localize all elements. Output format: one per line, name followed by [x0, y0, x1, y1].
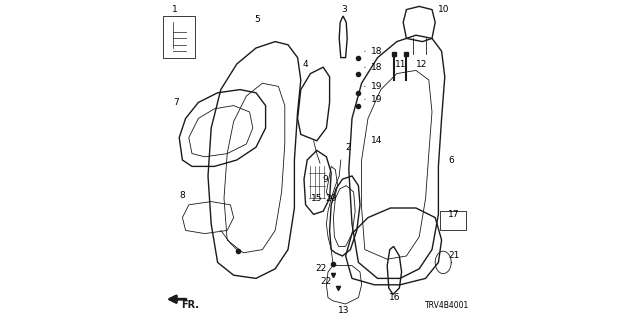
Text: 1: 1 — [172, 5, 177, 14]
Text: 21: 21 — [448, 252, 460, 260]
Text: 18: 18 — [371, 47, 383, 56]
Bar — [163, 16, 195, 58]
Text: 6: 6 — [448, 156, 454, 164]
Text: 4: 4 — [303, 60, 308, 68]
Text: 13: 13 — [339, 306, 349, 315]
Text: 8: 8 — [179, 191, 185, 200]
Text: 11: 11 — [396, 60, 406, 68]
Text: 9: 9 — [323, 175, 328, 184]
Text: 20: 20 — [326, 194, 337, 203]
Text: 5: 5 — [255, 15, 260, 24]
Text: 2: 2 — [346, 143, 351, 152]
Text: 10: 10 — [438, 5, 450, 14]
Text: 3: 3 — [341, 5, 347, 14]
Text: 19: 19 — [371, 95, 383, 104]
Text: 7: 7 — [173, 98, 179, 107]
Bar — [440, 211, 466, 230]
Text: 19: 19 — [371, 82, 383, 91]
Text: FR.: FR. — [181, 300, 199, 310]
Text: 12: 12 — [416, 60, 428, 68]
Text: 16: 16 — [390, 293, 401, 302]
Text: 18: 18 — [371, 63, 383, 72]
Text: TRV4B4001: TRV4B4001 — [424, 301, 468, 310]
Text: 22: 22 — [315, 264, 326, 273]
Text: 15: 15 — [311, 194, 323, 203]
Text: 22: 22 — [320, 277, 332, 286]
Text: 17: 17 — [448, 210, 460, 219]
Text: 14: 14 — [371, 136, 383, 145]
